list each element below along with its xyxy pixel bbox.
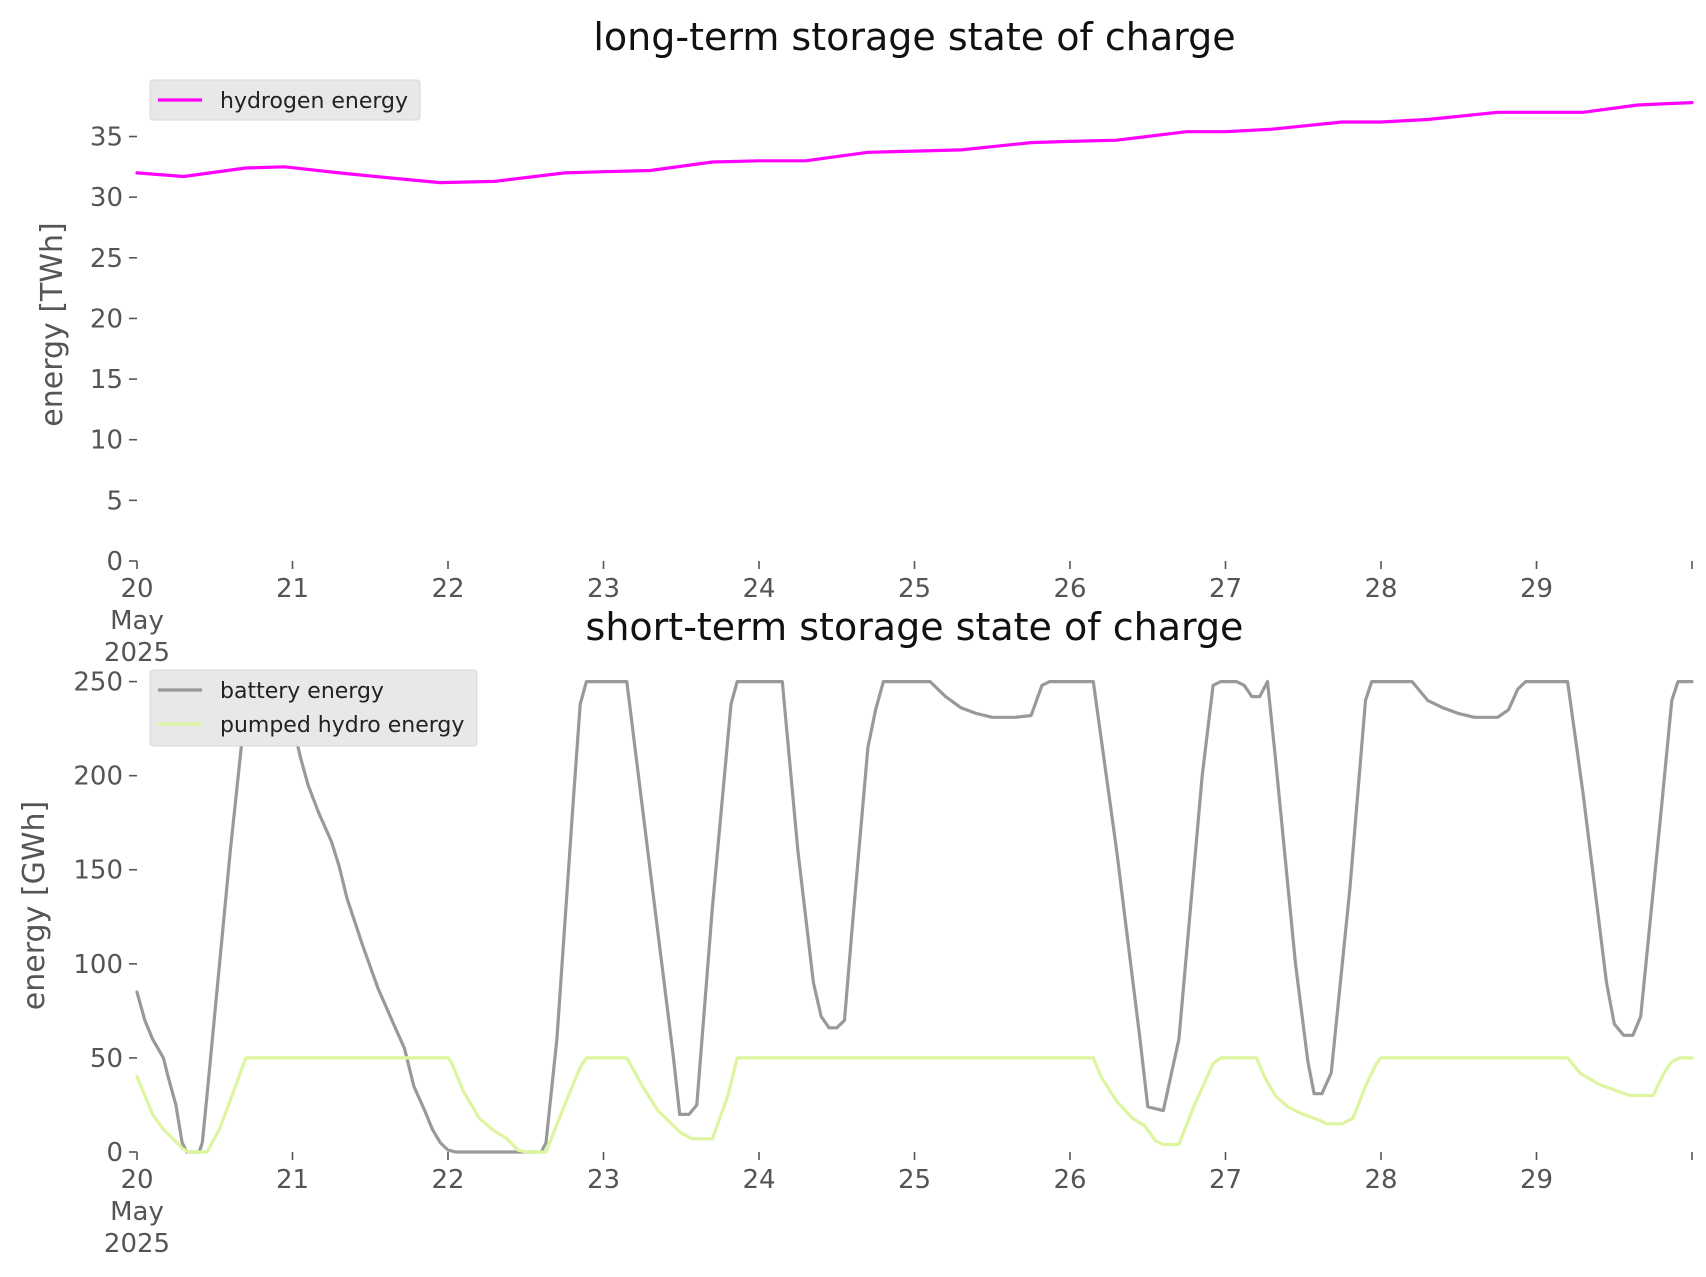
x-tick-label: 22 <box>431 574 464 604</box>
y-tick-label: 30 <box>90 183 123 213</box>
y-tick-label: 25 <box>90 244 123 274</box>
x-tick-label: 29 <box>1520 1165 1553 1195</box>
x-tick-label: 28 <box>1364 574 1397 604</box>
y-axis-label: energy [GWh] <box>17 801 52 1010</box>
x-tick-label: 20 <box>120 574 153 604</box>
y-tick-label: 0 <box>106 547 123 577</box>
chart-panel-2: short-term storage state of charge energy… <box>17 605 1694 1259</box>
x-tick-label: 21 <box>276 574 309 604</box>
x-tick-label: 25 <box>898 1165 931 1195</box>
series-line-battery-energy <box>135 680 1694 1154</box>
legend-box <box>149 669 478 747</box>
y-tick-label: 5 <box>106 486 123 516</box>
x-tick-label: 27 <box>1209 1165 1242 1195</box>
chart-panel-1: long-term storage state of charge energy … <box>35 15 1694 668</box>
legend: hydrogen energy <box>149 79 421 121</box>
x-tick-label: 25 <box>898 574 931 604</box>
y-tick-label: 200 <box>73 762 123 792</box>
y-tick-label: 150 <box>73 856 123 886</box>
legend: battery energy pumped hydro energy <box>149 669 478 747</box>
x-tick-label: 24 <box>742 1165 775 1195</box>
y-tick-label: 15 <box>90 365 123 395</box>
x-tick-label: 26 <box>1053 1165 1086 1195</box>
legend-label: hydrogen energy <box>220 89 408 114</box>
series-line-pumped-hydro-energy <box>135 1056 1694 1154</box>
chart-title: short-term storage state of charge <box>586 605 1244 649</box>
legend-box <box>149 79 421 121</box>
x-tick-label: 21 <box>276 1165 309 1195</box>
legend-label: pumped hydro energy <box>220 713 464 738</box>
y-tick-label: 0 <box>106 1138 123 1168</box>
chart-title: long-term storage state of charge <box>593 15 1235 59</box>
y-tick-label: 250 <box>73 668 123 698</box>
x-tick-label: 29 <box>1520 574 1553 604</box>
y-tick-label: 50 <box>90 1044 123 1074</box>
y-tick-label: 20 <box>90 304 123 334</box>
x-tick-label: May <box>110 1197 164 1227</box>
x-tick-label: 20 <box>120 1165 153 1195</box>
x-tick-label: 2025 <box>104 638 170 668</box>
y-tick-label: 10 <box>90 426 123 456</box>
y-axis-label: energy [TWh] <box>35 222 70 426</box>
x-tick-label: 28 <box>1364 1165 1397 1195</box>
x-tick-label: 2025 <box>104 1229 170 1259</box>
x-tick-label: 26 <box>1053 574 1086 604</box>
x-tick-label: 23 <box>587 1165 620 1195</box>
x-tick-label: May <box>110 606 164 636</box>
series-line-hydrogen-energy <box>135 101 1694 185</box>
y-tick-label: 100 <box>73 950 123 980</box>
x-tick-label: 24 <box>742 574 775 604</box>
legend-label: battery energy <box>220 679 384 704</box>
x-tick-label: 23 <box>587 574 620 604</box>
x-tick-label: 22 <box>431 1165 464 1195</box>
x-tick-label: 27 <box>1209 574 1242 604</box>
y-tick-label: 35 <box>90 123 123 153</box>
